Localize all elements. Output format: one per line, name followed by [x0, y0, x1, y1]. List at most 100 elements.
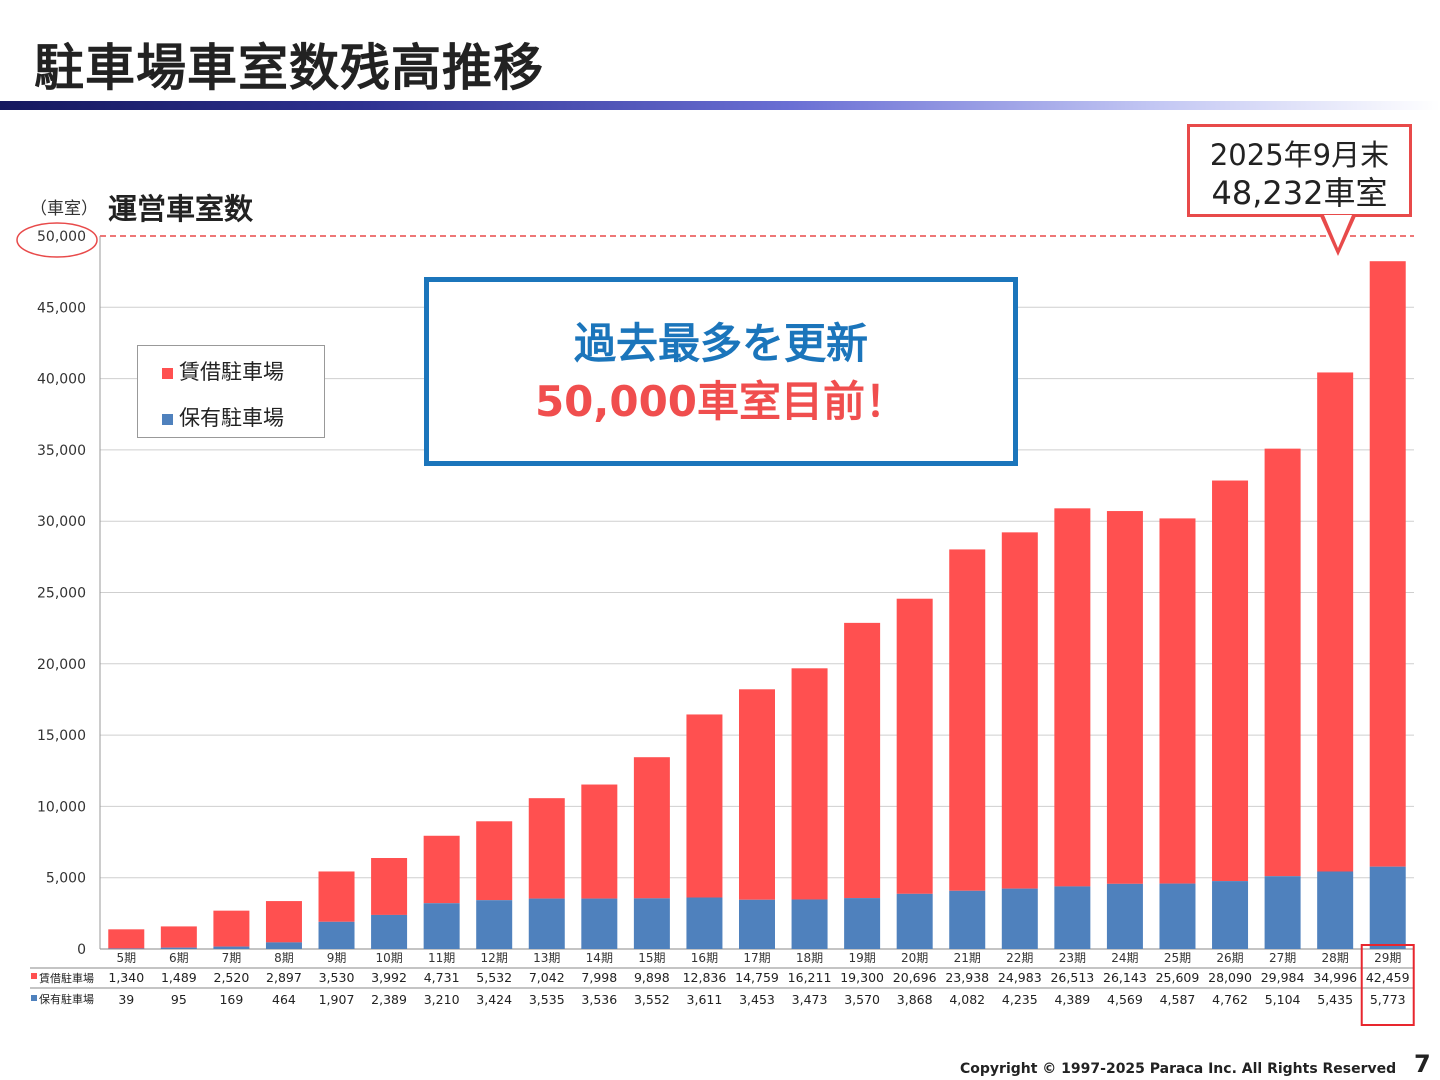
table-value-rental: 14,759	[735, 970, 779, 985]
table-value-rental: 42,459	[1366, 970, 1410, 985]
bar-rental	[160, 926, 197, 948]
y-tick-label: 40,000	[37, 372, 86, 388]
bar-rental	[844, 622, 881, 899]
table-row-label-rental: 賃借駐車場	[39, 971, 94, 985]
y-tick-label: 50,000	[37, 229, 86, 245]
bar-rental	[791, 668, 828, 900]
bar-owned	[160, 947, 197, 949]
x-tick-label: 14期	[586, 951, 613, 965]
table-value-rental: 28,090	[1208, 970, 1252, 985]
bar-rental	[949, 549, 986, 891]
y-tick-label: 30,000	[37, 514, 86, 530]
bar-rental	[476, 821, 513, 901]
bar-owned	[265, 942, 302, 949]
table-value-rental: 26,143	[1103, 970, 1147, 985]
table-value-owned: 95	[171, 992, 187, 1007]
bar-rental	[633, 757, 670, 899]
bar-rental	[1317, 372, 1354, 872]
y-tick-label: 0	[77, 942, 86, 958]
table-value-rental: 23,938	[945, 970, 989, 985]
bar-rental	[423, 835, 460, 904]
x-tick-label: 10期	[375, 951, 402, 965]
bar-owned	[1001, 888, 1038, 949]
bar-rental	[1212, 480, 1249, 882]
bar-rental	[265, 901, 302, 943]
x-tick-label: 25期	[1164, 951, 1191, 965]
y-tick-label: 45,000	[37, 300, 86, 316]
table-value-rental: 4,731	[424, 970, 460, 985]
table-value-rental: 9,898	[634, 970, 670, 985]
bar-owned	[318, 921, 355, 949]
legend-label-owned: 保有駐車場	[179, 406, 284, 430]
page-number: 7	[1414, 1050, 1431, 1078]
x-tick-label: 13期	[533, 951, 560, 965]
y-axis-unit: （車室）	[30, 199, 98, 219]
x-tick-label: 7期	[222, 951, 242, 965]
x-tick-label: 11期	[428, 951, 455, 965]
bar-rental	[581, 784, 618, 899]
bar-rental	[318, 871, 355, 922]
copyright-footer: Copyright © 1997-2025 Paraca Inc. All Ri…	[960, 1061, 1397, 1077]
table-value-owned: 1,907	[319, 992, 355, 1007]
slide-title: 駐車場車室数残高推移	[34, 39, 544, 97]
x-tick-label: 16期	[691, 951, 718, 965]
y-tick-label: 20,000	[37, 657, 86, 673]
legend-swatch-rental	[162, 367, 173, 379]
x-tick-label: 24期	[1111, 951, 1138, 965]
x-tick-label: 29期	[1374, 951, 1401, 965]
bar-owned	[633, 898, 670, 949]
legend-item-rental: 賃借駐車場	[162, 356, 284, 386]
table-value-rental: 34,996	[1313, 970, 1357, 985]
x-tick-label: 19期	[848, 951, 875, 965]
x-tick-label: 9期	[327, 951, 347, 965]
table-value-rental: 2,520	[214, 970, 250, 985]
x-tick-label: 18期	[796, 951, 823, 965]
highlight-line-record: 過去最多を更新	[573, 319, 868, 368]
table-row-label-owned: 保有駐車場	[39, 992, 94, 1006]
table-legend-key-owned	[31, 995, 37, 1001]
table-value-owned: 3,552	[634, 992, 670, 1007]
legend-swatch-owned	[162, 413, 173, 425]
table-value-owned: 5,435	[1317, 992, 1353, 1007]
title-underline	[0, 101, 1440, 110]
table-value-rental: 7,042	[529, 970, 565, 985]
x-tick-label: 6期	[169, 951, 189, 965]
bar-owned	[108, 948, 145, 949]
bar-rental	[1001, 532, 1038, 889]
bar-rental	[1159, 518, 1196, 884]
table-value-rental: 12,836	[683, 970, 727, 985]
table-value-owned: 4,235	[1002, 992, 1038, 1007]
legend-item-owned: 保有駐車場	[162, 402, 284, 432]
bar-rental	[1054, 508, 1091, 887]
bar-owned	[476, 900, 513, 949]
x-tick-label: 27期	[1269, 951, 1296, 965]
table-value-owned: 3,473	[792, 992, 828, 1007]
table-value-owned: 3,536	[581, 992, 617, 1007]
legend-label-rental: 賃借駐車場	[179, 360, 284, 384]
y-tick-label: 5,000	[46, 871, 86, 887]
x-tick-label: 17期	[743, 951, 770, 965]
table-value-owned: 3,868	[897, 992, 933, 1007]
table-value-owned: 5,773	[1370, 992, 1406, 1007]
table-value-rental: 19,300	[840, 970, 884, 985]
table-value-owned: 464	[272, 992, 296, 1007]
x-tick-label: 5期	[116, 951, 136, 965]
table-value-owned: 3,424	[476, 992, 512, 1007]
table-value-owned: 4,569	[1107, 992, 1143, 1007]
table-value-rental: 24,983	[998, 970, 1042, 985]
y-tick-label: 10,000	[37, 799, 86, 815]
bar-rental	[213, 910, 250, 947]
chart-title: 運営車室数	[108, 192, 254, 226]
x-tick-label: 28期	[1322, 951, 1349, 965]
chart-legend: 賃借駐車場 保有駐車場	[137, 345, 325, 438]
bar-owned	[371, 914, 408, 949]
table-value-owned: 4,587	[1160, 992, 1196, 1007]
bar-rental	[1264, 448, 1301, 877]
bar-owned	[581, 898, 618, 949]
bar-rental	[1369, 261, 1406, 867]
bar-owned	[213, 946, 250, 949]
bar-owned	[949, 890, 986, 949]
bar-owned	[1317, 871, 1354, 949]
table-value-owned: 4,389	[1054, 992, 1090, 1007]
bar-owned	[896, 893, 933, 949]
